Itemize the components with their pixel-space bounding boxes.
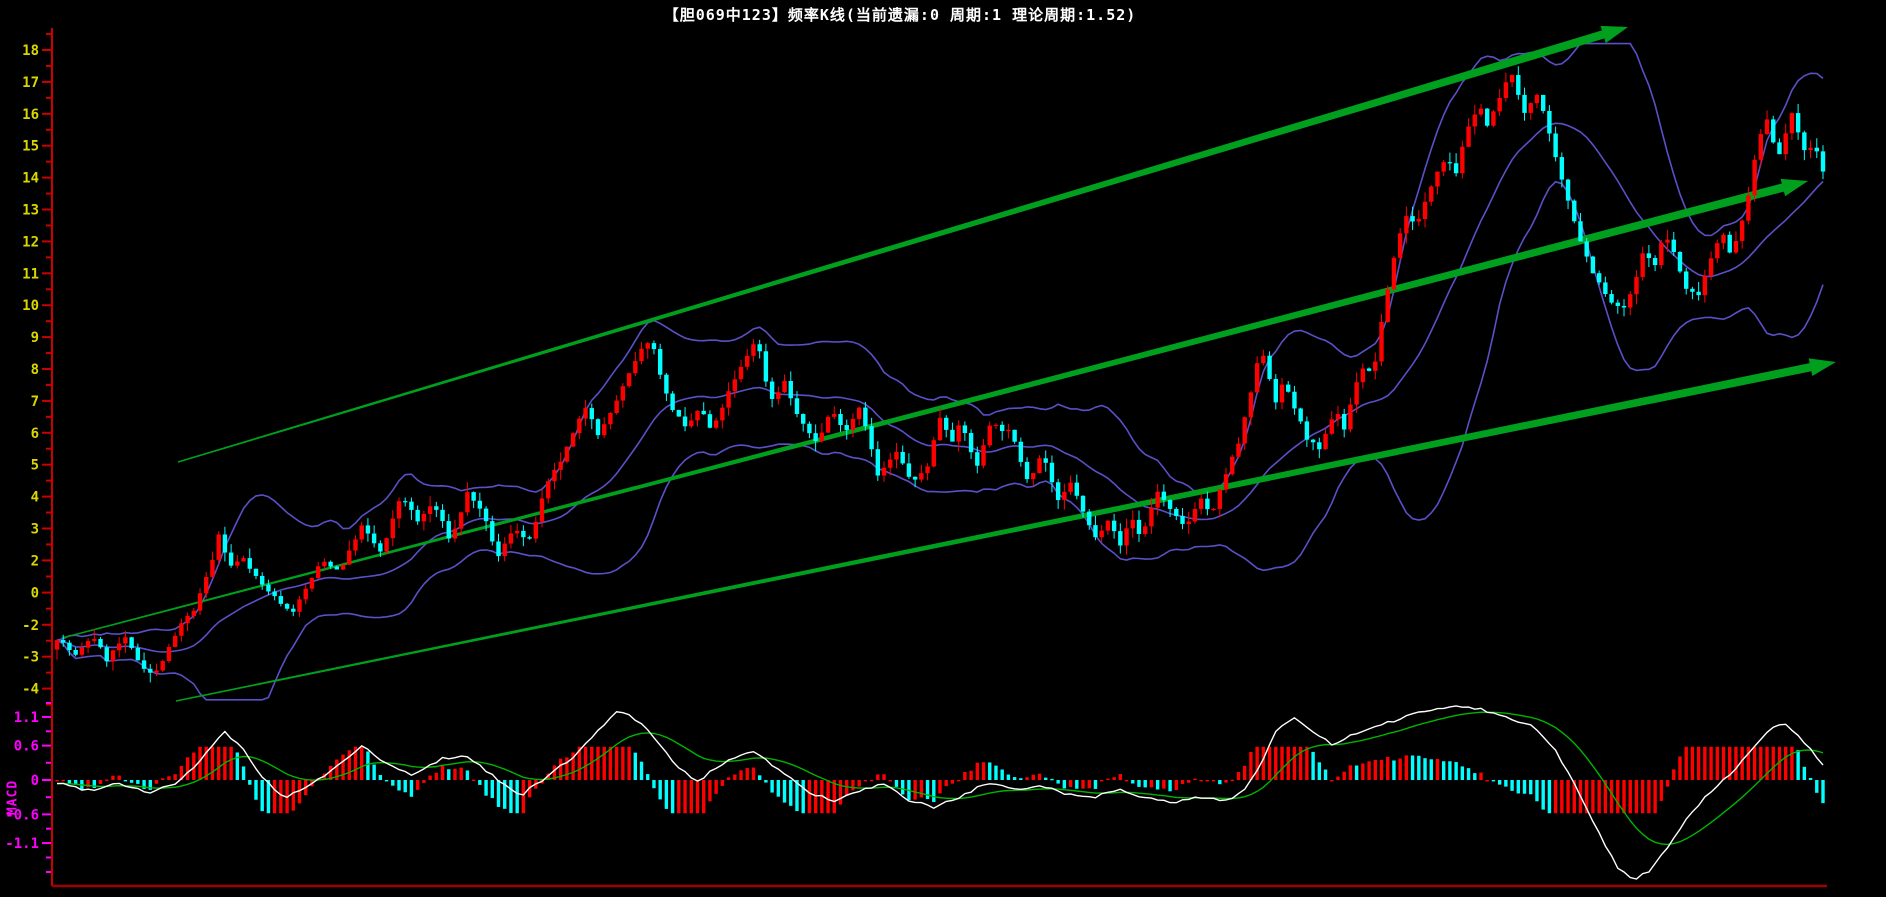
svg-text:-0.6: -0.6 bbox=[5, 807, 39, 823]
svg-text:8: 8 bbox=[31, 362, 39, 378]
trend-arrows-layer bbox=[61, 25, 1836, 702]
svg-text:18: 18 bbox=[22, 43, 39, 59]
svg-text:0.6: 0.6 bbox=[14, 739, 39, 755]
macd-lines-layer bbox=[56, 705, 1824, 880]
svg-text:3: 3 bbox=[31, 522, 39, 538]
svg-text:11: 11 bbox=[22, 266, 39, 282]
svg-text:10: 10 bbox=[22, 298, 39, 314]
svg-text:13: 13 bbox=[22, 203, 39, 219]
svg-text:6: 6 bbox=[31, 426, 39, 442]
svg-text:0: 0 bbox=[31, 773, 39, 789]
svg-text:7: 7 bbox=[31, 394, 39, 410]
svg-text:9: 9 bbox=[31, 330, 39, 346]
svg-text:4: 4 bbox=[31, 490, 39, 506]
chart-title: 【胆069中123】频率K线(当前遗漏:0 周期:1 理论周期:1.52) bbox=[663, 6, 1137, 24]
bollinger-layer bbox=[56, 42, 1824, 701]
svg-text:5: 5 bbox=[31, 458, 39, 474]
svg-text:-2: -2 bbox=[22, 618, 39, 634]
svg-text:17: 17 bbox=[22, 75, 39, 91]
svg-text:16: 16 bbox=[22, 107, 39, 123]
candles-layer bbox=[54, 66, 1826, 683]
main-y-axis: 18 17 16 15 14 13 12 11 10 9 8 7 6 5 4 3 2 0 -2 -3 -4 bbox=[22, 28, 53, 886]
svg-text:-4: -4 bbox=[22, 682, 39, 698]
svg-text:12: 12 bbox=[22, 234, 39, 250]
svg-text:2: 2 bbox=[31, 553, 39, 569]
svg-text:-1.1: -1.1 bbox=[5, 836, 39, 852]
macd-y-axis: 1.1 0.6 0 -0.6 -1.1 bbox=[5, 702, 51, 873]
svg-text:-3: -3 bbox=[22, 650, 39, 666]
svg-text:0: 0 bbox=[31, 586, 39, 602]
svg-text:14: 14 bbox=[22, 171, 39, 187]
svg-text:1.1: 1.1 bbox=[14, 710, 39, 726]
macd-panel-label: MACD bbox=[5, 779, 21, 816]
svg-text:15: 15 bbox=[22, 139, 39, 155]
